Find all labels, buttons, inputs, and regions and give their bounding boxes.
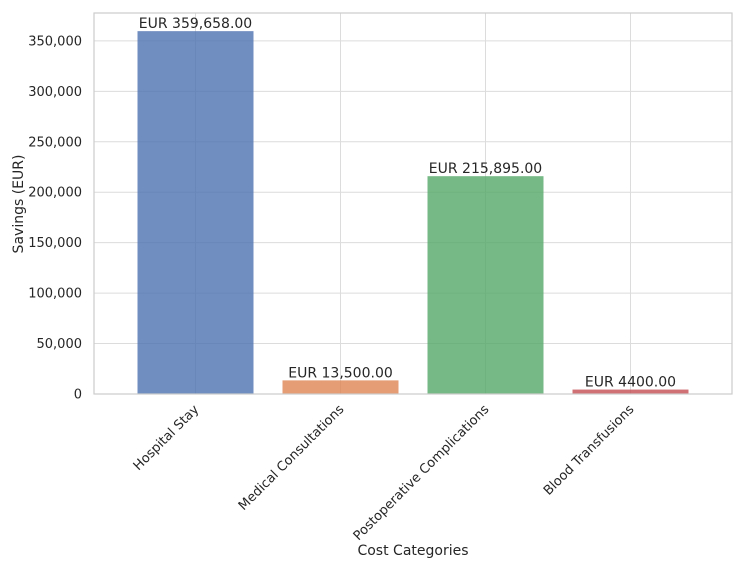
bar-value-label: EUR 215,895.00: [429, 161, 542, 177]
y-axis-ticks: 0 50,000 100,000 150,000 200,000 250,000 300,0…: [28, 34, 82, 402]
bars: [137, 31, 689, 394]
y-tick-label: 300,000: [28, 85, 82, 100]
x-axis-title: Cost Categories: [357, 543, 468, 559]
y-tick-label: 200,000: [28, 186, 82, 201]
y-tick-label: 150,000: [28, 236, 82, 251]
bar-value-label: EUR 359,658.00: [139, 16, 252, 32]
y-tick-label: 100,000: [28, 287, 82, 302]
bar: [572, 389, 689, 394]
bar: [137, 31, 254, 394]
bar-value-label: EUR 4400.00: [585, 375, 676, 391]
x-tick-label: Postoperative Complications: [351, 402, 493, 544]
y-tick-label: 250,000: [28, 135, 82, 150]
bar: [427, 176, 544, 394]
y-tick-label: 50,000: [37, 337, 83, 352]
y-tick-label: 350,000: [28, 34, 82, 49]
y-axis-title: Savings (EUR): [11, 155, 27, 254]
bar-value-label: EUR 13,500.00: [288, 365, 393, 381]
x-axis-ticks: Hospital Stay Medical Consultations Postop…: [131, 402, 638, 544]
data-labels: EUR 359,658.00 EUR 13,500.00 EUR 215,895.0…: [139, 16, 676, 390]
y-tick-label: 0: [74, 388, 82, 403]
bar: [282, 380, 399, 394]
x-tick-label: Medical Consultations: [236, 402, 348, 514]
x-tick-label: Hospital Stay: [131, 402, 203, 474]
x-tick-label: Blood Transfusions: [541, 402, 638, 499]
plot-frame: [93, 12, 733, 395]
